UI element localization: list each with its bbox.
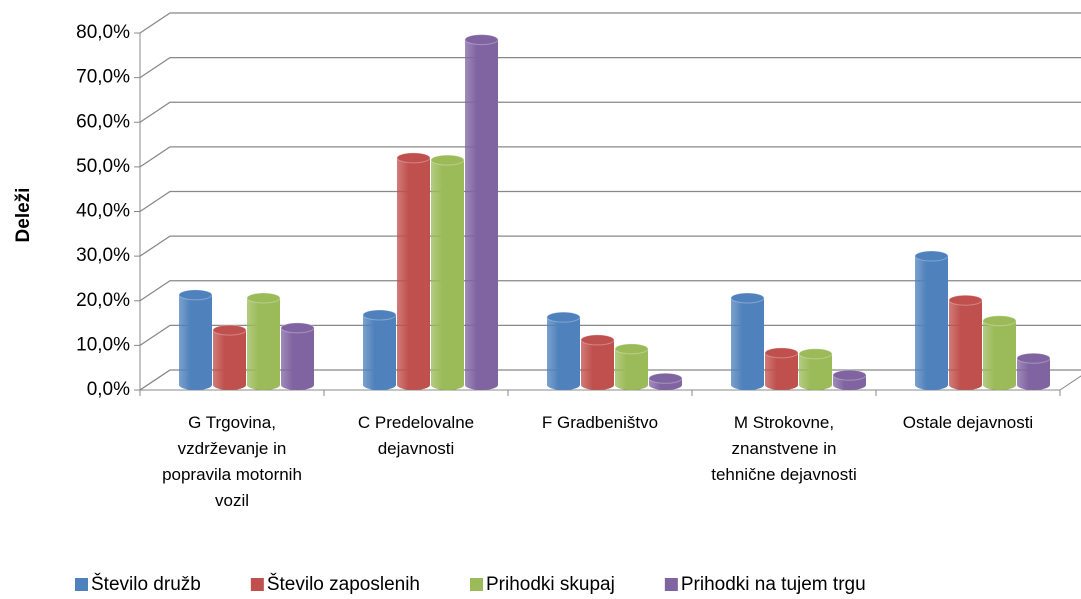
y-tick-label: 20,0% [76, 290, 130, 311]
bar-top [982, 315, 1017, 327]
y-tick-label: 60,0% [76, 111, 130, 132]
legend-swatch [75, 578, 88, 591]
bar-top [280, 322, 315, 334]
bar-top [1016, 352, 1051, 364]
y-tick-label: 40,0% [76, 201, 130, 222]
y-tick-label: 0,0% [87, 379, 130, 400]
bar-top [396, 152, 431, 164]
bar-top [212, 324, 247, 336]
x-tick-label: Ostale dejavnosti [902, 413, 1034, 432]
x-tick-label: G Trgovina, vzdrževanje in popravila mot… [162, 413, 302, 510]
bar-top [178, 289, 213, 301]
bar [731, 297, 764, 390]
y-tick-label: 30,0% [76, 245, 130, 266]
bar-top [798, 348, 833, 360]
x-tick-label: M Strokovne, znanstvene in tehnične deja… [711, 413, 857, 484]
legend-swatch [664, 578, 678, 591]
bar [465, 39, 498, 390]
legend-label: Število družb [91, 573, 201, 595]
bar [431, 160, 464, 390]
bar [765, 352, 798, 390]
bar [397, 157, 430, 390]
bar-top [948, 294, 983, 306]
grid-line [139, 190, 1081, 213]
bar-top [246, 292, 281, 304]
y-axis-title: Deleži [13, 188, 34, 243]
bar-top [614, 343, 649, 355]
bar [983, 320, 1016, 390]
bar [915, 256, 948, 390]
grid-line [139, 280, 1081, 302]
bar-top [914, 250, 949, 262]
bar [547, 317, 580, 390]
grid-line [139, 235, 1081, 257]
bar [281, 327, 314, 390]
y-tick-label: 50,0% [76, 156, 130, 177]
bar-top [546, 311, 581, 323]
grid-line [139, 324, 1081, 346]
y-tick-label: 70,0% [76, 67, 130, 88]
bar [179, 294, 212, 390]
legend-label: Število zaposlenih [267, 573, 420, 595]
bar-top [464, 34, 499, 46]
grid-line [139, 12, 1081, 34]
grid-line [139, 56, 1081, 79]
y-tick-label: 10,0% [76, 334, 130, 355]
bar [949, 300, 982, 390]
bar [615, 348, 648, 390]
bar-top [430, 154, 465, 166]
grid-line [139, 146, 1081, 168]
legend-swatch [470, 578, 483, 591]
bar [581, 339, 614, 390]
x-tick-label: C Predelovalne dejavnosti [357, 413, 475, 458]
bar-top [730, 292, 765, 304]
y-tick-label: 80,0% [76, 22, 130, 43]
legend-label: Prihodki skupaj [486, 574, 615, 595]
x-tick-label: F Gradbeništvo [541, 413, 659, 432]
bar [213, 330, 246, 390]
bar [1017, 358, 1050, 390]
bar-top [648, 372, 683, 384]
grid-line [139, 101, 1081, 123]
bar [799, 353, 832, 390]
bar-top [832, 369, 867, 381]
legend-label: Prihodki na tujem trgu [681, 574, 866, 595]
bar-top [580, 334, 615, 346]
bar [247, 297, 280, 390]
legend-swatch [250, 578, 264, 591]
bar [363, 314, 396, 390]
bar-top [362, 309, 397, 321]
bar-top [764, 347, 799, 359]
